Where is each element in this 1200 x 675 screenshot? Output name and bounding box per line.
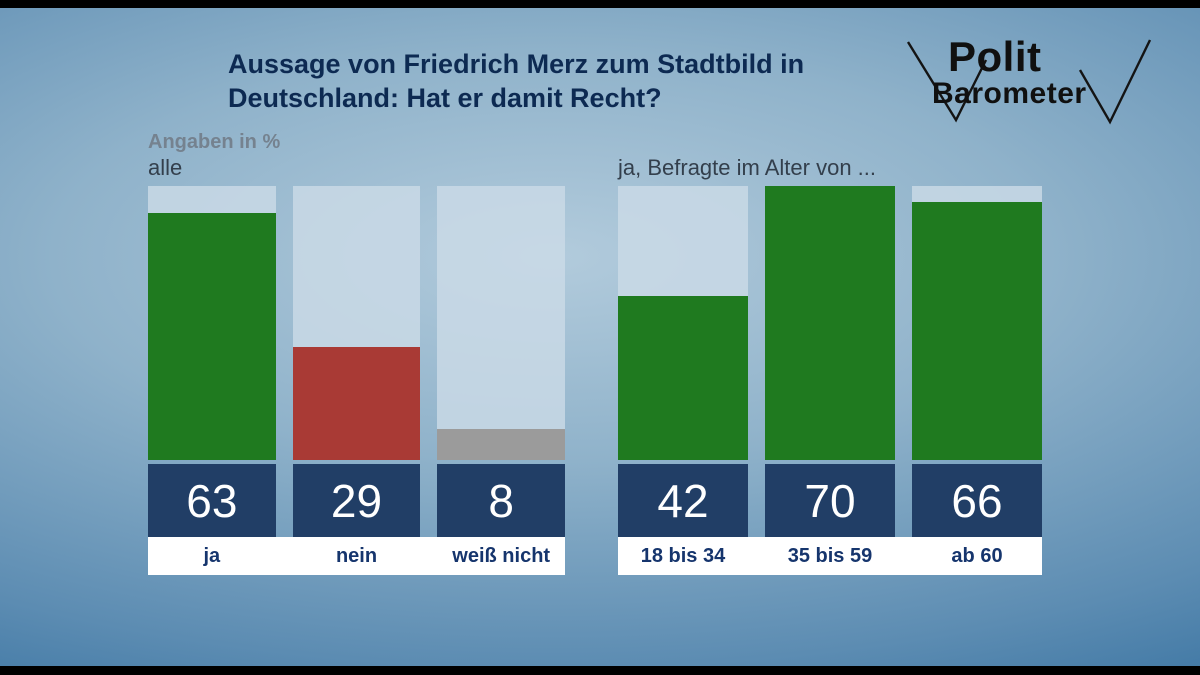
bar-fill [765,186,895,460]
value-band: 63 29 8 [148,464,566,537]
value-label: 8 [437,464,566,537]
category-label: 35 bis 59 [787,544,873,567]
plot-area [618,186,1042,460]
category-label: ab 60 [951,544,1003,567]
bar-fill [912,201,1042,460]
checkmark-icon [906,39,1152,125]
value-label: 63 [148,464,276,537]
category-label: 18 bis 34 [640,544,726,567]
value-label: 70 [765,464,895,537]
bar-fill [618,295,748,460]
chart-group-alle: alle 63 29 8 ja nein weiß nicht [148,155,566,575]
chart-group-alter: ja, Befragte im Alter von ... 42 70 66 18 … [618,155,1042,575]
logo-text-barometer: Barometer [932,77,1087,110]
category-label: weiß nicht [452,544,551,567]
logo-text-polit: Polit [948,33,1042,80]
category-label: ja [203,544,221,567]
category-label: nein [335,544,378,567]
plot-area [148,186,566,460]
bar-track [618,186,748,460]
bar-fill [148,213,276,460]
bar-fill [292,346,421,460]
politbarometer-logo: Polit Barometer [906,33,1152,125]
category-band: 18 bis 34 35 bis 59 ab 60 [618,537,1042,575]
page-title: Aussage von Friedrich Merz zum Stadtbild… [228,47,804,115]
title-line-2: Deutschland: Hat er damit Recht? [228,83,662,113]
value-label: 66 [912,464,1042,537]
value-label: 42 [618,464,748,537]
title-line-1: Aussage von Friedrich Merz zum Stadtbild… [228,49,805,79]
bar-track [912,186,1042,460]
value-label: 29 [292,464,421,537]
units-label: Angaben in % [148,131,281,153]
letterbox-top [0,0,1200,8]
bar-fill [437,428,566,460]
category-band: ja nein weiß nicht [148,537,565,575]
bar-track [765,186,895,460]
bar-track [292,186,421,460]
bar-track [148,186,276,460]
letterbox-bottom [0,666,1200,675]
chart-group-title: alle [148,155,183,180]
bar-track [437,186,566,460]
value-band: 42 70 66 [618,464,1042,537]
chart-group-title: ja, Befragte im Alter von ... [618,155,877,180]
